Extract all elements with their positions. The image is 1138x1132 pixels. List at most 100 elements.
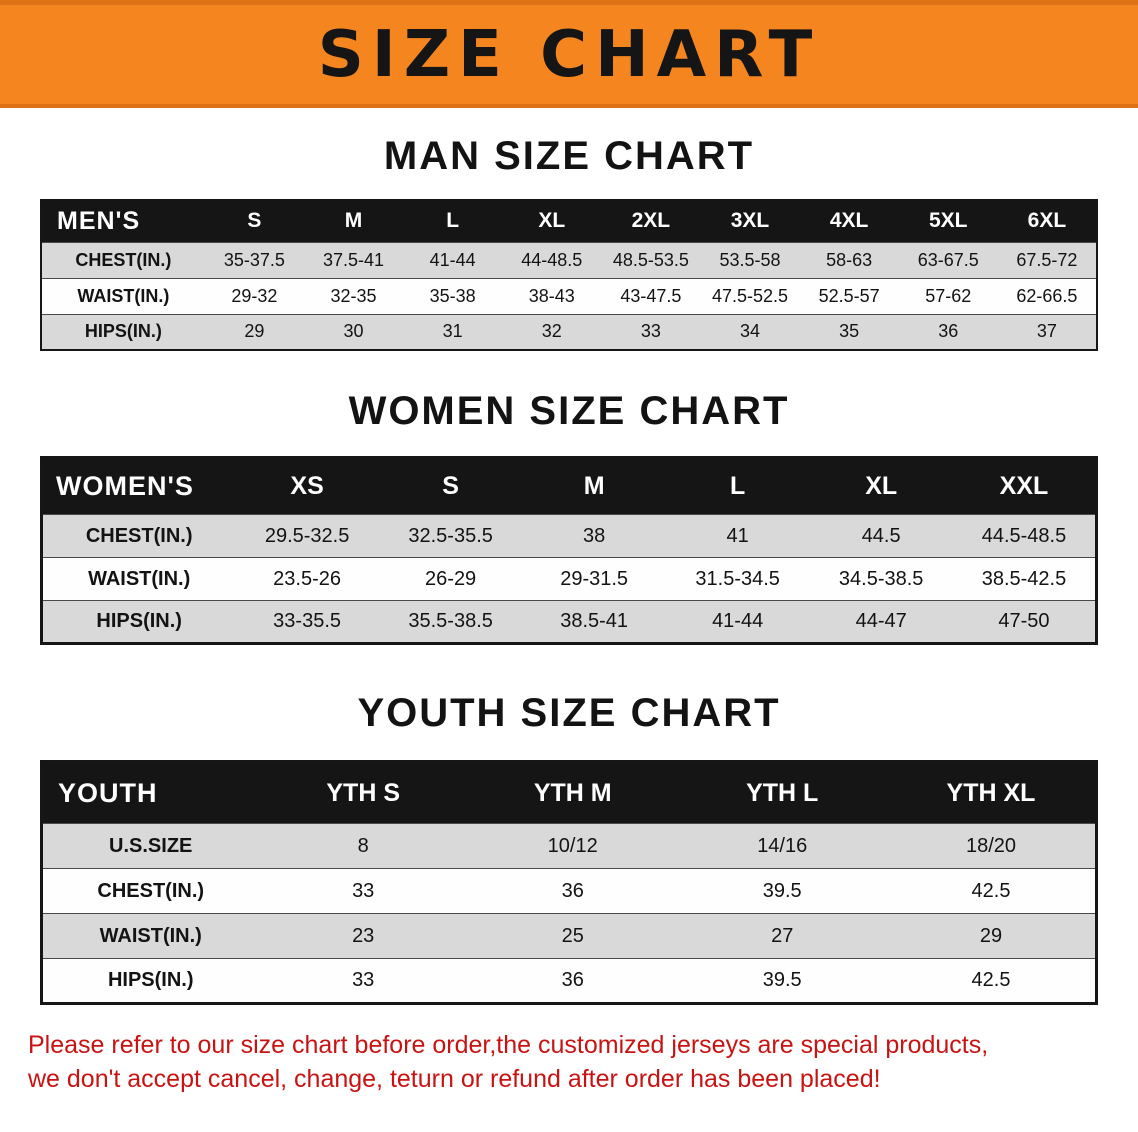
size-value-cell: 41-44 [712,610,764,632]
size-value-cell: 31 [442,321,463,342]
size-value-cell: 35.5-38.5 [408,610,493,632]
men-size-table: MEN'S S M L XL 2XL 3XL 4XL 5XL 6XL CHEST(IN.) 35-37… [40,199,1098,351]
size-value-cell: 10/12 [547,834,598,857]
row-label: CHEST(IN.) [75,249,172,270]
table-header-row: YOUTH YTH S YTH M YTH L YTH XL [41,761,1097,824]
size-value-cell: 8 [357,834,369,857]
size-value-cell: 35-37.5 [223,249,285,270]
row-label: CHEST(IN.) [85,524,193,547]
size-value-cell: 44.5 [861,524,901,547]
size-value-cell: 57-62 [925,285,972,306]
women-section-heading: WOMEN SIZE CHART [348,389,790,433]
size-value-cell: 38 [583,524,606,547]
table-header-row: WOMEN'S XS S M L XL XXL [41,457,1097,515]
size-value-cell: 42.5 [971,969,1011,991]
table-row: CHEST(IN.) 33 36 39.5 42.5 [41,868,1097,914]
size-value-cell: 36 [561,969,584,991]
size-value-cell: 25 [561,924,584,947]
size-value-cell: 29 [979,924,1003,947]
size-column-header: S [378,457,523,515]
size-value-cell: 47-50 [998,610,1050,632]
size-value-cell: 44-48.5 [521,249,583,270]
youth-size-table: YOUTH YTH S YTH M YTH L YTH XL U.S.SIZE 8 10/12… [40,760,1098,1005]
size-value-cell: 33-35.5 [273,610,342,632]
size-value-cell: 35-38 [429,285,476,306]
size-value-cell: 37 [1036,321,1057,342]
table-row: CHEST(IN.) 35-37.5 37.5-41 41-44 44-48.5 48.5… [41,242,1097,278]
disclaimer-line-2: we don't accept cancel, change, teturn o… [28,1064,881,1093]
size-column-header: M [303,200,404,242]
table-row: WAIST(IN.) 29-32 32-35 35-38 38-43 43-47.5 47.… [41,278,1097,314]
size-value-cell: 33 [640,321,661,342]
size-value-cell: 30 [343,321,364,342]
size-value-cell: 31.5-34.5 [695,567,780,590]
table-header-row: MEN'S S M L XL 2XL 3XL 4XL 5XL 6XL [41,200,1097,242]
table-row: WAIST(IN.) 23 25 27 29 [41,913,1097,959]
disclaimer-line-1: Please refer to our size chart before or… [28,1031,989,1059]
size-value-cell: 35 [839,321,860,342]
size-value-cell: 37.5-41 [322,249,385,270]
size-value-cell: 29-32 [231,285,278,306]
row-label: WAIST(IN.) [77,285,170,306]
size-column-header: 6XL [997,200,1097,242]
size-value-cell: 29.5-32.5 [264,524,350,547]
size-value-cell: 27 [771,924,794,947]
youth-size-section: YOUTH SIZE CHART YOUTH YTH S YTH M YTH L YTH… [0,691,1138,1005]
size-value-cell: 36 [938,321,959,342]
size-column-header: 2XL [601,200,701,242]
disclaimer: Please refer to our size chart before or… [0,1029,1138,1096]
row-label: HIPS(IN.) [96,610,182,632]
women-size-section: WOMEN SIZE CHART WOMEN'S XS S M L XL XXL CHEST(… [0,389,1138,645]
size-column-header: YTH M [467,761,678,824]
size-column-header: L [665,457,810,515]
size-value-cell: 38.5-42.5 [981,567,1067,590]
size-value-cell: 67.5-72 [1016,249,1078,270]
size-value-cell: 53.5-58 [719,249,781,270]
women-size-table: WOMEN'S XS S M L XL XXL CHEST(IN.) 29.5-32.5 32.5… [40,456,1098,645]
size-column-header: 3XL [700,200,800,242]
size-value-cell: 41-44 [429,249,476,270]
row-label: WAIST(IN.) [88,567,191,590]
size-value-cell: 26-29 [425,567,477,590]
table-row: CHEST(IN.) 29.5-32.5 32.5-35.5 38 41 44.5 44.5… [41,514,1097,558]
table-row: HIPS(IN.) 29 30 31 32 33 34 35 36 37 [41,314,1097,350]
size-column-header: 4XL [799,200,899,242]
size-value-cell: 34 [740,321,761,342]
size-column-header: S [204,200,304,242]
size-value-cell: 44.5-48.5 [981,524,1067,547]
size-value-cell: 41 [726,524,749,547]
youth-section-heading: YOUTH SIZE CHART [357,691,781,735]
size-value-cell: 14/16 [757,834,808,857]
size-value-cell: 39.5 [762,969,802,991]
row-label: CHEST(IN.) [97,879,205,902]
size-value-cell: 38.5-41 [560,610,629,632]
size-value-cell: 18/20 [965,834,1017,857]
table-row: HIPS(IN.) 33 36 39.5 42.5 [41,958,1097,1004]
size-column-header: 5XL [898,200,998,242]
size-column-header: YTH S [258,761,468,824]
size-value-cell: 29 [244,321,265,342]
page-title: SIZE CHART [317,17,821,92]
size-value-cell: 29-31.5 [560,567,629,590]
row-label: WAIST(IN.) [99,924,202,947]
size-chart-banner: SIZE CHART [0,0,1138,108]
size-column-header: XXL [952,457,1097,515]
size-column-header: XL [502,200,602,242]
size-value-cell: 52.5-57 [818,285,880,306]
table-corner-label: MEN'S [41,200,205,242]
size-column-header: L [403,200,503,242]
size-column-header: XL [809,457,953,515]
size-value-cell: 42.5 [971,879,1011,902]
row-label: U.S.SIZE [109,834,193,857]
men-size-section: MAN SIZE CHART MEN'S S M L XL 2XL 3XL 4XL 5XL 6XL… [0,134,1138,351]
size-value-cell: 62-66.5 [1016,285,1078,306]
size-value-cell: 38-43 [528,285,575,306]
size-column-header: M [522,457,666,515]
size-value-cell: 39.5 [762,879,802,902]
size-column-header: XS [235,457,379,515]
size-value-cell: 23.5-26 [273,567,342,590]
size-value-cell: 47.5-52.5 [711,285,789,306]
table-row: U.S.SIZE 8 10/12 14/16 18/20 [41,823,1097,869]
men-section-heading: MAN SIZE CHART [383,134,755,178]
size-value-cell: 48.5-53.5 [612,249,689,270]
